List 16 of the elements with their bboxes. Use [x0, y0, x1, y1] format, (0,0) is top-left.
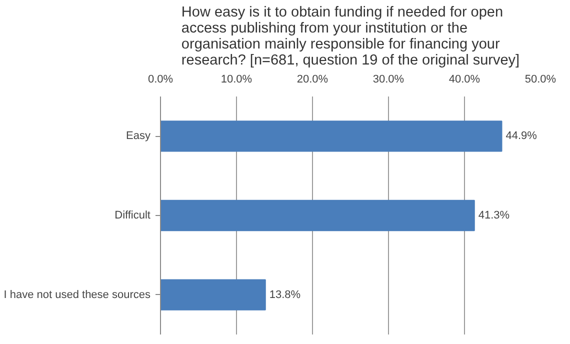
x-tick-label: 40.0%	[448, 74, 480, 86]
data-label: 44.9%	[506, 130, 538, 142]
x-tick-label: 20.0%	[296, 74, 328, 86]
x-tick-label: 50.0%	[524, 74, 556, 86]
y-tick-label: Difficult	[114, 210, 151, 222]
y-tick-label: I have not used these sources	[4, 288, 151, 301]
chart-title: How easy is it to obtain funding if needed for open access publishing from your institution or the organisation mainly responsible for financing your research? [n=681, question 19 of the original survey]	[181, 4, 520, 68]
x-tick-label: 0.0%	[148, 74, 174, 86]
y-tick-label: Easy	[126, 130, 151, 142]
bar	[160, 279, 266, 310]
data-label: 13.8%	[269, 288, 301, 301]
bar	[160, 200, 475, 232]
x-tick-label: 30.0%	[372, 74, 404, 86]
x-tick-label: 10.0%	[220, 74, 252, 86]
bar	[160, 120, 502, 152]
data-label: 41.3%	[478, 210, 510, 222]
